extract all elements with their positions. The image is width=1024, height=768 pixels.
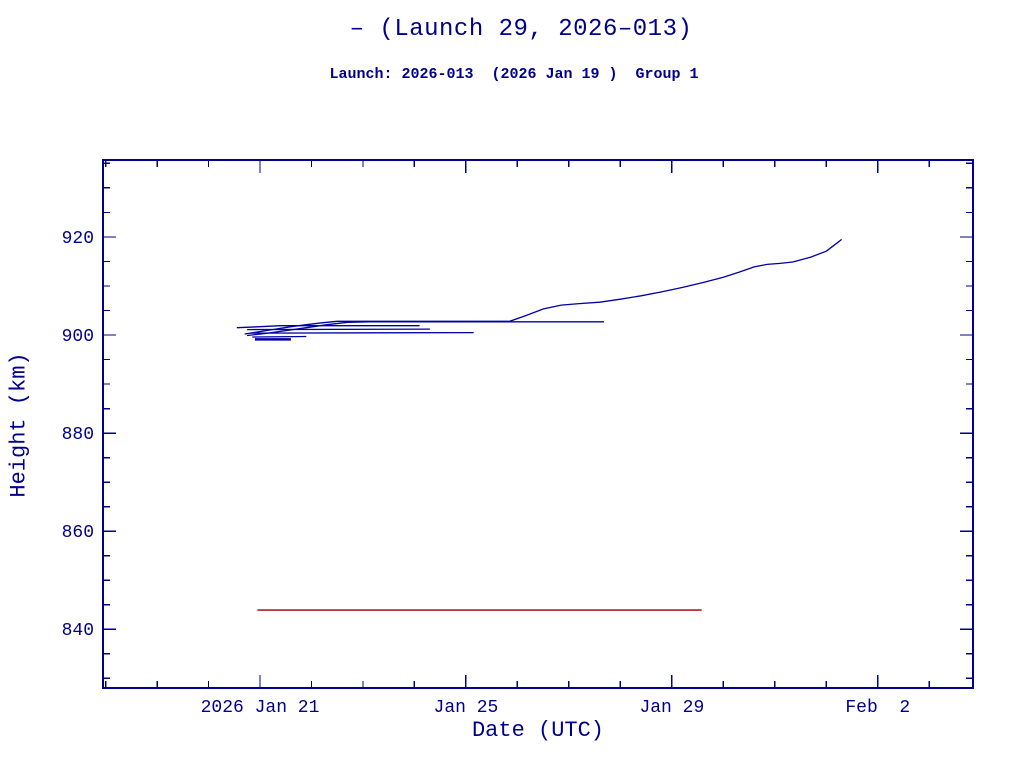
chart-title: – (Launch 29, 2026–013) — [349, 16, 693, 43]
chart-subtitle: Launch: 2026-013 (2026 Jan 19 ) Group 1 — [329, 66, 699, 83]
series-satellite-5 — [249, 331, 474, 334]
tick-labels: 2026 Jan 21 Jan 25 Jan 29 Feb 2 840 860 880 900… — [62, 229, 911, 718]
x-tick-label: Jan 29 — [639, 698, 704, 718]
x-tick-label: Feb 2 — [845, 698, 910, 718]
frame — [102, 159, 974, 689]
plot-frame — [102, 159, 974, 689]
data-series — [236, 238, 843, 611]
series-satellite-6 — [252, 335, 307, 338]
y-tick-label: 900 — [62, 327, 94, 347]
y-tick-label: 860 — [62, 523, 94, 543]
y-tick-label: 880 — [62, 425, 94, 445]
y-tick-label: 840 — [62, 621, 94, 641]
x-axis-title: Date (UTC) — [471, 718, 605, 743]
x-tick-label: 2026 Jan 21 — [201, 698, 320, 718]
x-tick-label: Jan 25 — [434, 698, 499, 718]
series-satellite-3 — [236, 325, 420, 329]
series-satellite-4 — [247, 328, 430, 331]
y-tick-label: 920 — [62, 229, 94, 249]
series-satellite-raising — [244, 238, 843, 335]
axis-ticks — [103, 160, 973, 688]
